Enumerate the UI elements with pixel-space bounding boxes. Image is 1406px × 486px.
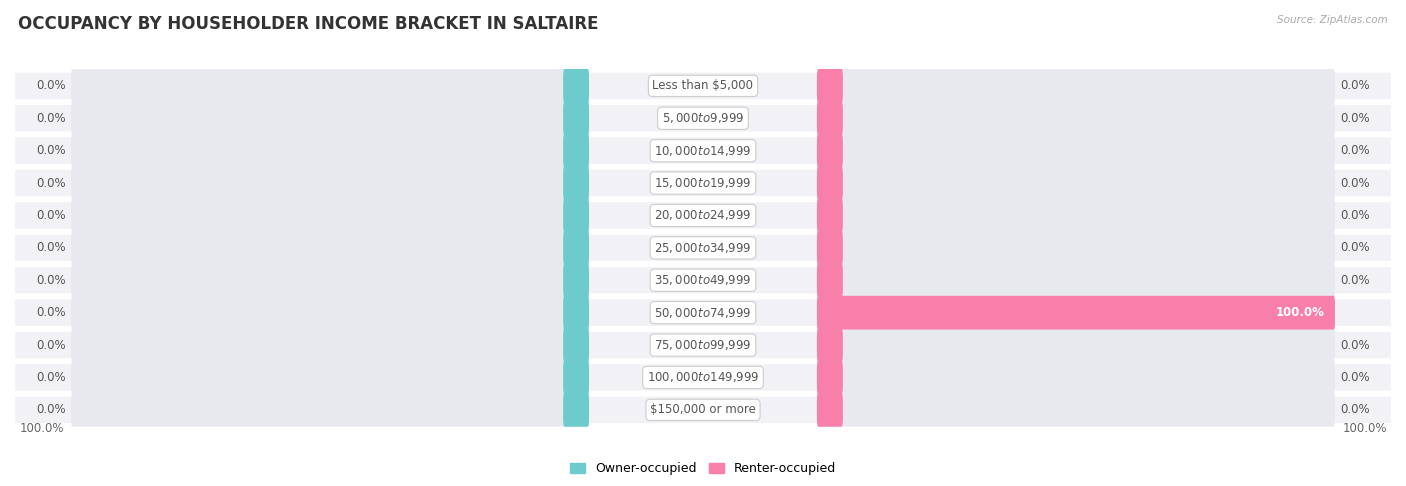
Text: 0.0%: 0.0% [37,242,66,254]
FancyBboxPatch shape [14,331,1392,359]
FancyBboxPatch shape [564,361,589,394]
FancyBboxPatch shape [14,169,1392,197]
Text: 0.0%: 0.0% [37,209,66,222]
FancyBboxPatch shape [817,102,842,135]
Text: $10,000 to $14,999: $10,000 to $14,999 [654,144,752,157]
Text: 0.0%: 0.0% [1340,79,1369,92]
FancyBboxPatch shape [14,363,1392,392]
FancyBboxPatch shape [817,296,1334,330]
FancyBboxPatch shape [72,361,589,394]
Text: 0.0%: 0.0% [37,176,66,190]
FancyBboxPatch shape [564,102,589,135]
Text: 0.0%: 0.0% [1340,176,1369,190]
FancyBboxPatch shape [817,134,1334,168]
Text: 0.0%: 0.0% [37,306,66,319]
Text: $50,000 to $74,999: $50,000 to $74,999 [654,306,752,320]
FancyBboxPatch shape [817,328,1334,362]
Text: 0.0%: 0.0% [37,403,66,417]
FancyBboxPatch shape [817,69,842,103]
Text: Less than $5,000: Less than $5,000 [652,79,754,92]
FancyBboxPatch shape [817,393,1334,427]
Text: 0.0%: 0.0% [37,144,66,157]
FancyBboxPatch shape [72,102,589,135]
Text: $25,000 to $34,999: $25,000 to $34,999 [654,241,752,255]
FancyBboxPatch shape [564,263,589,297]
FancyBboxPatch shape [72,328,589,362]
Text: 0.0%: 0.0% [1340,339,1369,351]
FancyBboxPatch shape [817,166,842,200]
FancyBboxPatch shape [72,134,589,168]
FancyBboxPatch shape [14,396,1392,424]
Text: 100.0%: 100.0% [1343,422,1386,435]
Text: $75,000 to $99,999: $75,000 to $99,999 [654,338,752,352]
FancyBboxPatch shape [14,201,1392,230]
FancyBboxPatch shape [14,234,1392,262]
Text: 0.0%: 0.0% [37,339,66,351]
Text: $20,000 to $24,999: $20,000 to $24,999 [654,208,752,223]
Text: 0.0%: 0.0% [1340,371,1369,384]
FancyBboxPatch shape [564,296,589,330]
Text: 0.0%: 0.0% [1340,209,1369,222]
FancyBboxPatch shape [564,69,589,103]
FancyBboxPatch shape [817,328,842,362]
Text: 0.0%: 0.0% [1340,144,1369,157]
FancyBboxPatch shape [564,134,589,168]
Text: 0.0%: 0.0% [37,371,66,384]
FancyBboxPatch shape [72,69,589,103]
Text: 100.0%: 100.0% [1275,306,1324,319]
Text: 100.0%: 100.0% [20,422,63,435]
FancyBboxPatch shape [817,166,1334,200]
Text: 0.0%: 0.0% [37,112,66,125]
FancyBboxPatch shape [14,266,1392,295]
Text: 0.0%: 0.0% [37,274,66,287]
FancyBboxPatch shape [817,69,1334,103]
Legend: Owner-occupied, Renter-occupied: Owner-occupied, Renter-occupied [565,457,841,481]
Text: OCCUPANCY BY HOUSEHOLDER INCOME BRACKET IN SALTAIRE: OCCUPANCY BY HOUSEHOLDER INCOME BRACKET … [18,15,599,33]
Text: $35,000 to $49,999: $35,000 to $49,999 [654,273,752,287]
FancyBboxPatch shape [817,296,1334,330]
Text: 0.0%: 0.0% [1340,403,1369,417]
FancyBboxPatch shape [72,296,589,330]
FancyBboxPatch shape [817,393,842,427]
FancyBboxPatch shape [14,298,1392,327]
FancyBboxPatch shape [72,231,589,265]
FancyBboxPatch shape [817,361,842,394]
FancyBboxPatch shape [564,166,589,200]
FancyBboxPatch shape [817,102,1334,135]
FancyBboxPatch shape [72,263,589,297]
FancyBboxPatch shape [817,361,1334,394]
FancyBboxPatch shape [817,199,1334,232]
FancyBboxPatch shape [14,71,1392,100]
FancyBboxPatch shape [817,199,842,232]
Text: $5,000 to $9,999: $5,000 to $9,999 [662,111,744,125]
FancyBboxPatch shape [72,199,589,232]
FancyBboxPatch shape [72,393,589,427]
FancyBboxPatch shape [564,231,589,265]
FancyBboxPatch shape [817,231,1334,265]
Text: 0.0%: 0.0% [1340,112,1369,125]
FancyBboxPatch shape [817,263,842,297]
FancyBboxPatch shape [72,166,589,200]
Text: $150,000 or more: $150,000 or more [650,403,756,417]
Text: 0.0%: 0.0% [1340,242,1369,254]
FancyBboxPatch shape [817,231,842,265]
Text: 0.0%: 0.0% [1340,274,1369,287]
Text: Source: ZipAtlas.com: Source: ZipAtlas.com [1277,15,1388,25]
FancyBboxPatch shape [817,263,1334,297]
FancyBboxPatch shape [14,104,1392,133]
FancyBboxPatch shape [564,199,589,232]
Text: $15,000 to $19,999: $15,000 to $19,999 [654,176,752,190]
Text: 0.0%: 0.0% [37,79,66,92]
FancyBboxPatch shape [817,134,842,168]
FancyBboxPatch shape [564,328,589,362]
FancyBboxPatch shape [564,393,589,427]
Text: $100,000 to $149,999: $100,000 to $149,999 [647,370,759,384]
FancyBboxPatch shape [14,137,1392,165]
